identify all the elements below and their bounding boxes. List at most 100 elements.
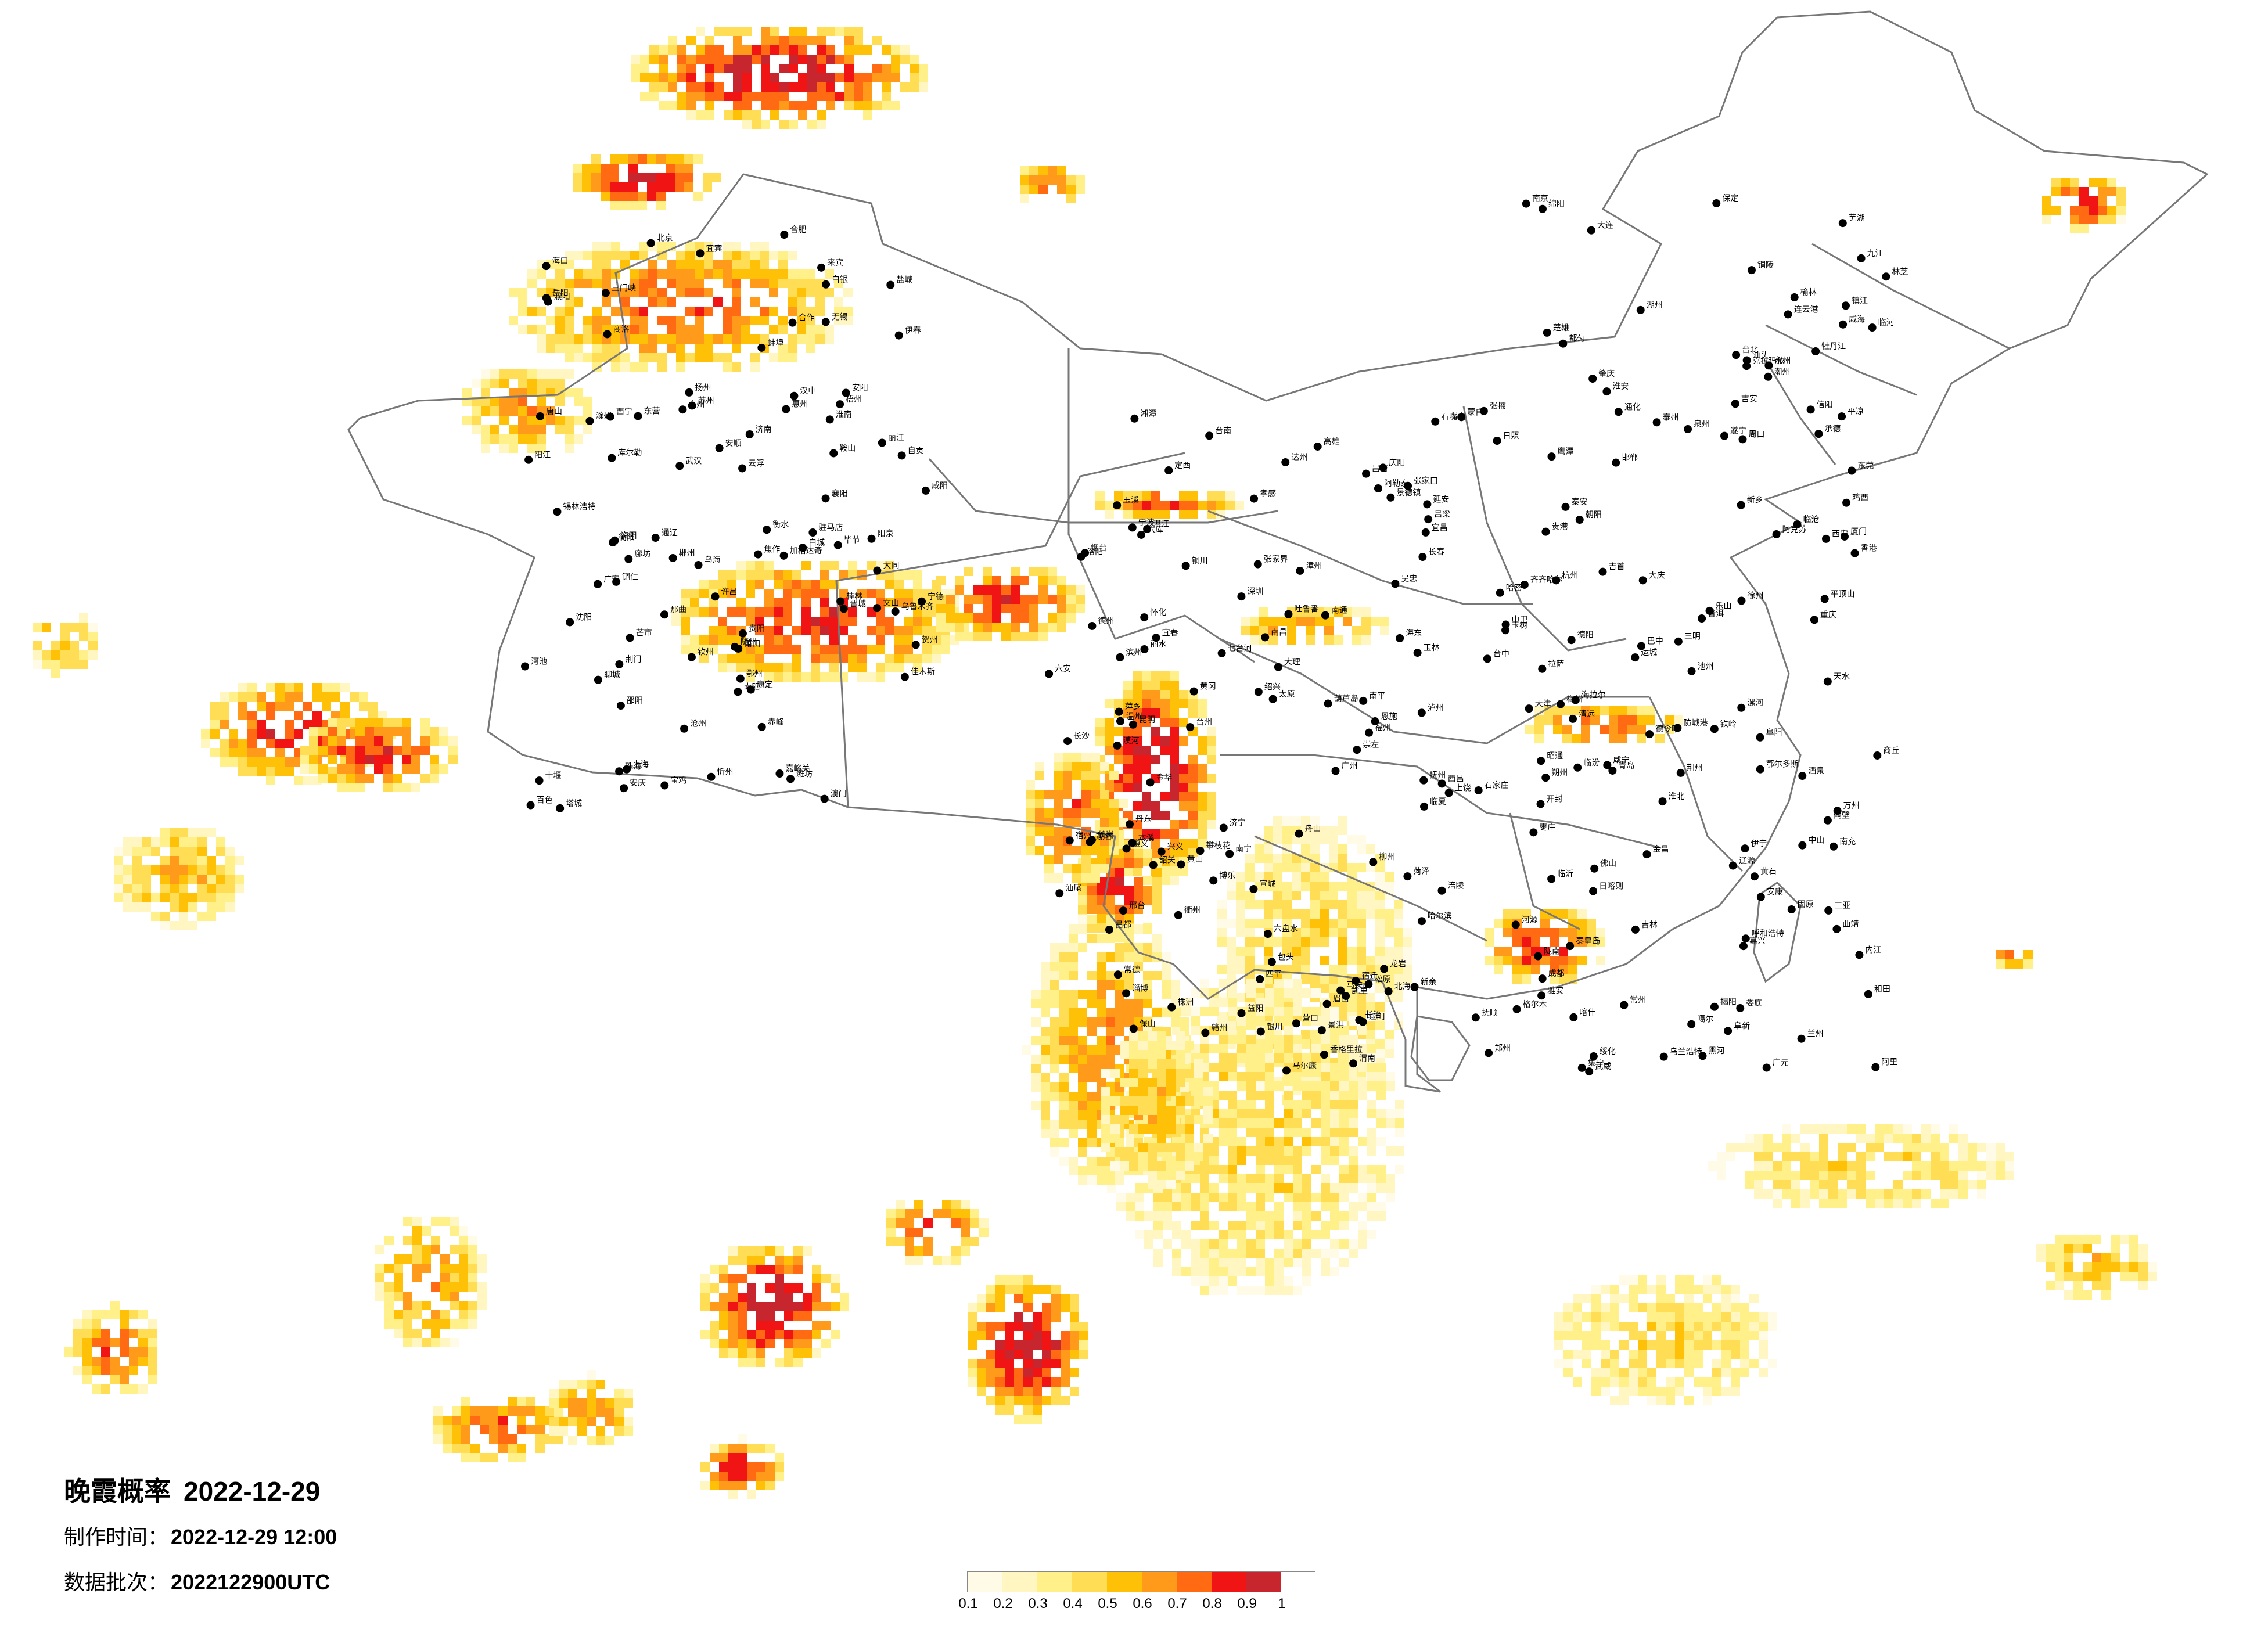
probability-cell	[770, 110, 779, 120]
probability-cell	[1921, 1143, 1931, 1152]
probability-cell	[1375, 891, 1385, 900]
probability-cell	[60, 641, 70, 650]
probability-cell	[857, 672, 867, 682]
city-label: 忻州	[717, 768, 734, 777]
probability-cell	[1179, 774, 1188, 783]
probability-cell	[728, 1481, 738, 1490]
city-dot	[1806, 405, 1815, 414]
probability-cell	[1522, 947, 1531, 956]
probability-cell	[160, 828, 170, 837]
probability-cell	[2111, 1244, 2120, 1253]
probability-cell	[1142, 681, 1151, 690]
probability-cell	[1123, 783, 1133, 792]
probability-cell	[733, 101, 742, 110]
probability-cell	[667, 316, 676, 325]
city-dot	[1420, 802, 1429, 811]
probability-cell	[1712, 1377, 1721, 1387]
probability-cell	[1005, 1368, 1014, 1377]
probability-cell	[1968, 1180, 1977, 1189]
probability-cell	[247, 729, 257, 739]
probability-cell	[741, 325, 750, 334]
probability-cell	[51, 641, 60, 650]
probability-cell	[92, 1329, 101, 1338]
probability-cell	[1200, 1007, 1209, 1016]
probability-cell	[1949, 1180, 1958, 1189]
probability-cell	[1601, 1377, 1610, 1387]
probability-cell	[1358, 1063, 1367, 1072]
city-label: 铁岭	[1720, 720, 1737, 729]
probability-cell	[1330, 1007, 1339, 1016]
probability-cell	[1740, 1359, 1749, 1368]
probability-cell	[1076, 185, 1085, 194]
probability-cell	[1638, 1303, 1647, 1312]
probability-cell	[549, 1398, 559, 1408]
probability-cell	[1568, 965, 1577, 974]
probability-cell	[2101, 1253, 2111, 1262]
probability-cell	[681, 626, 690, 635]
probability-cell	[723, 242, 732, 251]
probability-cell	[714, 64, 724, 73]
probability-cell	[747, 1256, 756, 1265]
city-dot	[839, 605, 848, 613]
probability-cell	[710, 1321, 719, 1330]
probability-cell	[1339, 1258, 1349, 1267]
probability-cell	[995, 1387, 1005, 1396]
city-dot	[1496, 588, 1504, 597]
probability-cell	[1931, 1143, 1940, 1152]
probability-cell	[132, 847, 142, 856]
probability-cell	[1106, 1055, 1115, 1064]
probability-cell	[402, 764, 411, 774]
city-label: 克拉玛依	[1752, 357, 1785, 366]
probability-cell	[820, 626, 829, 635]
probability-cell	[573, 173, 582, 182]
probability-cell	[746, 645, 755, 654]
probability-cell	[1151, 736, 1160, 746]
probability-cell	[1179, 848, 1188, 857]
probability-cell	[1042, 1312, 1051, 1322]
probability-cell	[587, 1398, 596, 1408]
probability-cell	[1311, 1081, 1321, 1091]
probability-cell	[1349, 1249, 1358, 1258]
probability-cell	[1087, 886, 1097, 895]
probability-cell	[1217, 965, 1227, 974]
probability-cell	[704, 334, 713, 344]
probability-cell	[1302, 1221, 1311, 1230]
probability-cell	[383, 736, 393, 746]
probability-cell	[142, 875, 151, 884]
probability-cell	[639, 334, 648, 344]
probability-cell	[197, 912, 207, 921]
probability-cell	[1087, 971, 1097, 980]
probability-cell	[1143, 849, 1152, 858]
probability-cell	[160, 856, 170, 865]
probability-cell	[1123, 866, 1133, 876]
probability-cell	[1011, 604, 1020, 613]
probability-cell	[1153, 1221, 1163, 1230]
probability-cell	[1200, 979, 1209, 988]
probability-cell	[1582, 1312, 1591, 1322]
probability-cell	[1310, 937, 1320, 947]
probability-cell	[1124, 858, 1134, 868]
probability-cell	[690, 598, 699, 607]
probability-cell	[129, 1357, 138, 1366]
probability-cell	[747, 1472, 756, 1481]
city-dot	[1543, 328, 1551, 337]
probability-cell	[1587, 928, 1596, 937]
probability-cell	[705, 92, 714, 101]
probability-cell	[1014, 1350, 1023, 1359]
probability-cell	[461, 1444, 470, 1453]
probability-cell	[1986, 1171, 1996, 1180]
probability-cell	[1054, 855, 1063, 864]
probability-cell	[2036, 1253, 2046, 1262]
probability-cell	[129, 1310, 138, 1319]
probability-cell	[1357, 937, 1366, 947]
probability-cell	[1038, 166, 1048, 175]
city-dot	[775, 769, 784, 778]
probability-cell	[518, 425, 527, 434]
probability-cell	[801, 561, 811, 570]
probability-cell	[554, 1406, 563, 1416]
probability-cell	[1198, 792, 1207, 801]
probability-cell	[1274, 1286, 1284, 1295]
probability-cell	[668, 73, 677, 82]
probability-cell	[1287, 635, 1296, 645]
city-dot	[1417, 708, 1426, 717]
